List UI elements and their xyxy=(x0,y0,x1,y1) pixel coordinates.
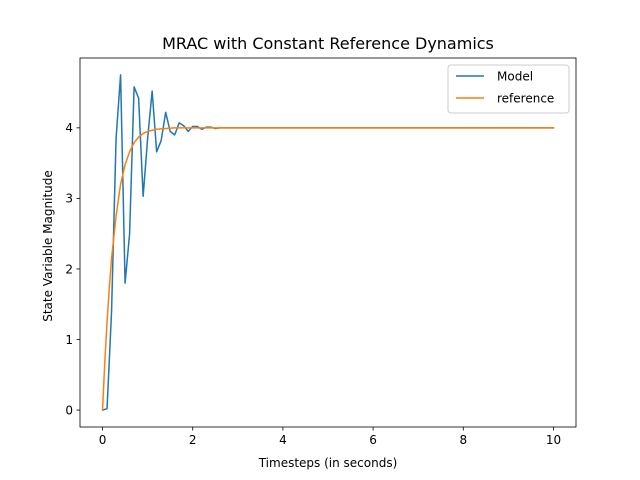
chart-title: MRAC with Constant Reference Dynamics xyxy=(162,34,494,53)
x-tick-label: 8 xyxy=(459,433,467,447)
legend: Model reference xyxy=(447,64,570,114)
y-tick-label: 3 xyxy=(65,192,73,206)
legend-box xyxy=(447,64,570,114)
axes-frame xyxy=(79,57,577,428)
plot-area xyxy=(79,57,577,428)
legend-label-reference: reference xyxy=(497,92,554,106)
x-tick-label: 2 xyxy=(189,433,197,447)
y-axis-label: State Variable Magnitude xyxy=(41,170,55,322)
x-tick-label: 10 xyxy=(546,433,561,447)
series-line-reference xyxy=(101,127,555,411)
y-tick-label: 2 xyxy=(65,262,73,276)
legend-label-model: Model xyxy=(497,70,533,84)
x-tick-label: 0 xyxy=(99,433,107,447)
x-tick-label: 6 xyxy=(369,433,377,447)
y-axis-ticks: 0 1 2 3 4 xyxy=(65,121,80,417)
x-axis-ticks: 0 2 4 6 8 10 xyxy=(99,427,561,447)
x-axis-label: Timesteps (in seconds) xyxy=(258,456,398,470)
x-tick-label: 4 xyxy=(279,433,287,447)
y-tick-label: 1 xyxy=(65,333,73,347)
y-tick-label: 0 xyxy=(65,403,73,417)
y-tick-label: 4 xyxy=(65,121,73,135)
